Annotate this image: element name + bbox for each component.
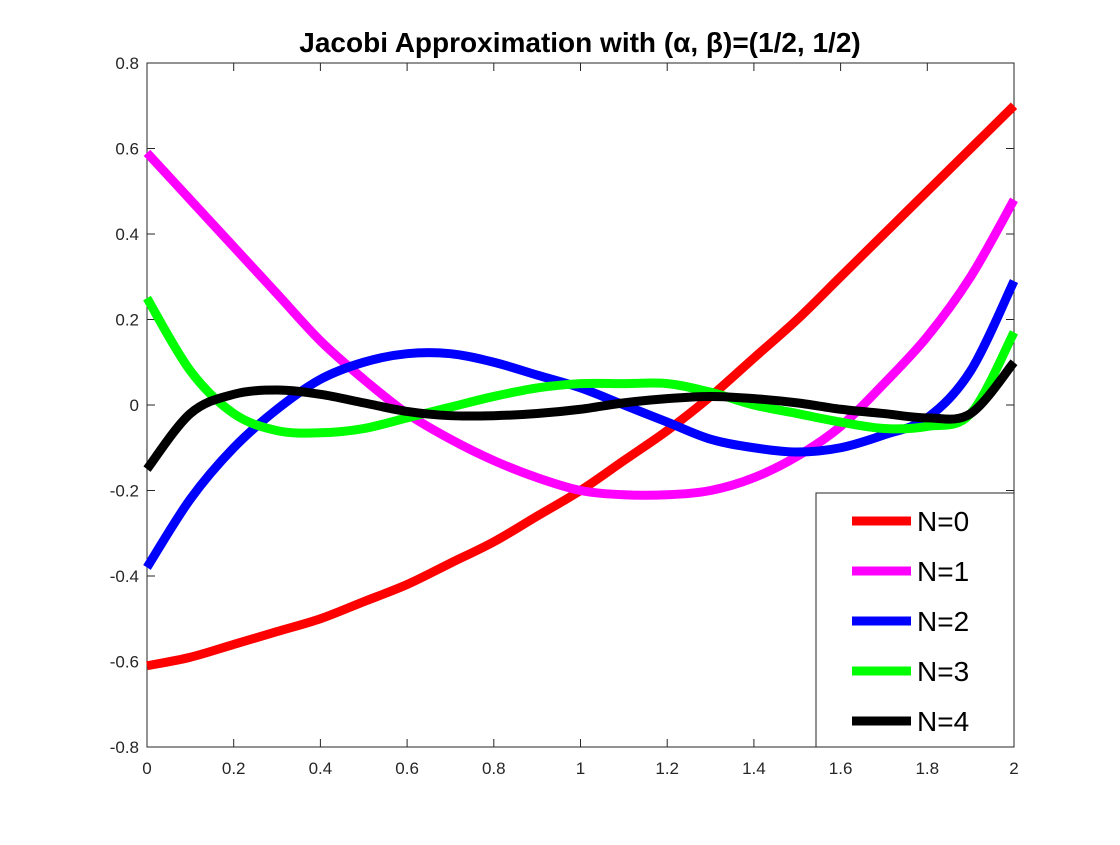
chart-title: Jacobi Approximation with (α, β)=(1/2, 1… [299, 27, 860, 58]
axes: 0 0.2 0.4 0.6 0.8 1 1.2 1.4 1.6 1.8 2 -0.8 -0.6 -0.4 -… [110, 54, 1019, 778]
y-tick-label: 0 [130, 396, 139, 415]
series-group [143, 102, 1019, 671]
legend-label: N=1 [917, 556, 969, 587]
y-tick-label: 0.6 [115, 140, 139, 159]
x-tick-label: 1.8 [915, 759, 939, 778]
series-line-n1 [143, 149, 1018, 500]
y-tick-label: -0.6 [110, 653, 139, 672]
x-tick-label: 2 [1009, 759, 1018, 778]
y-tick-label: -0.2 [110, 482, 139, 501]
x-tick-label: 1.4 [742, 759, 766, 778]
y-tick-label: 0.8 [115, 54, 139, 73]
x-tick-label: 1.6 [829, 759, 853, 778]
legend-label: N=3 [917, 656, 969, 687]
x-tick-label: 0 [142, 759, 151, 778]
x-tick-label: 0.6 [395, 759, 419, 778]
x-tick-label: 0.8 [482, 759, 506, 778]
legend-box [815, 492, 1015, 748]
y-tick-label: 0.4 [115, 225, 139, 244]
legend-label: N=2 [917, 606, 969, 637]
x-tick-label: 0.4 [309, 759, 333, 778]
x-tick-label: 1 [576, 759, 585, 778]
y-tick-label: 0.2 [115, 311, 139, 330]
series-line-n4 [143, 359, 1018, 472]
legend-label: N=0 [917, 506, 969, 537]
x-tick-label: 1.2 [655, 759, 679, 778]
x-tick-label: 0.2 [222, 759, 246, 778]
legend: N=0 N=1 N=2 N=3 N=4 [815, 492, 1015, 748]
series-line-n3 [143, 295, 1019, 438]
y-tick-label: -0.4 [110, 567, 139, 586]
legend-label: N=4 [917, 706, 969, 737]
y-tick-label: -0.8 [110, 738, 139, 757]
